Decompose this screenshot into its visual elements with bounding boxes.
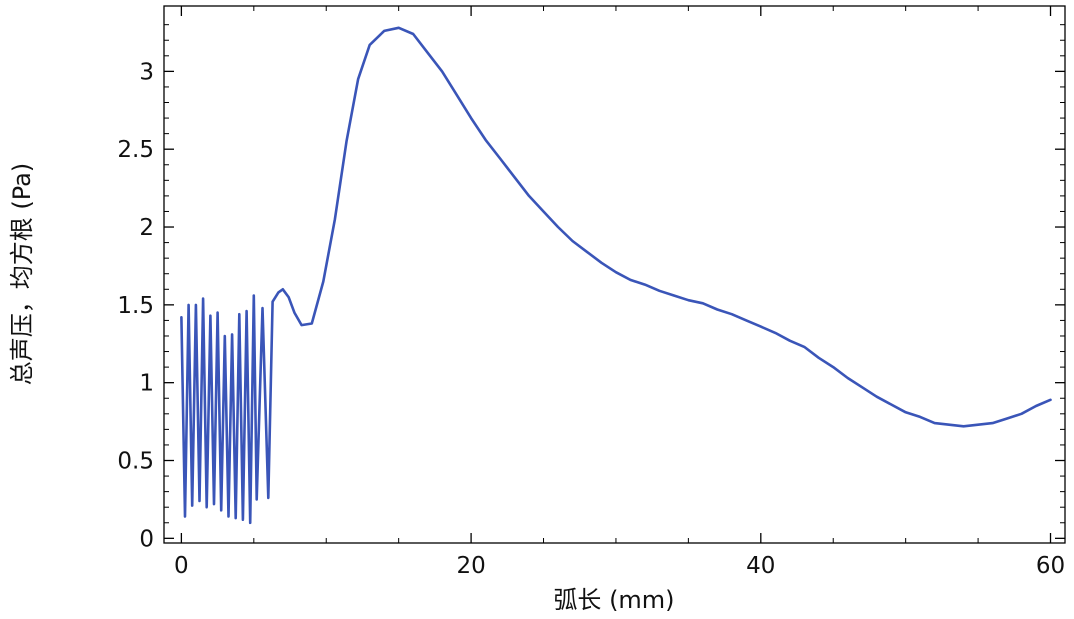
x-tick-label: 0 xyxy=(174,553,189,579)
plot-area xyxy=(163,5,1066,544)
x-tick-label: 20 xyxy=(456,553,485,579)
series-layer xyxy=(180,26,1052,525)
y-tick-label: 2.5 xyxy=(117,137,154,163)
axis-ticks xyxy=(164,6,1065,543)
y-tick-label: 2 xyxy=(139,215,154,241)
y-tick-label: 1.5 xyxy=(117,293,154,319)
tick-labels: 0 20 40 60 0 0.5 1 1.5 2 2.5 3 xyxy=(117,59,1065,579)
x-tick-label: 40 xyxy=(746,553,775,579)
series-line-0 xyxy=(180,26,1052,525)
y-axis-label: 总声压，均方根 (Pa) xyxy=(8,163,36,385)
y-tick-label: 0.5 xyxy=(117,449,154,475)
y-tick-label: 1 xyxy=(139,371,154,397)
y-tick-label: 3 xyxy=(139,59,154,85)
y-tick-label: 0 xyxy=(139,526,154,552)
x-axis-label: 弧长 (mm) xyxy=(553,586,674,614)
x-tick-label: 60 xyxy=(1036,553,1065,579)
